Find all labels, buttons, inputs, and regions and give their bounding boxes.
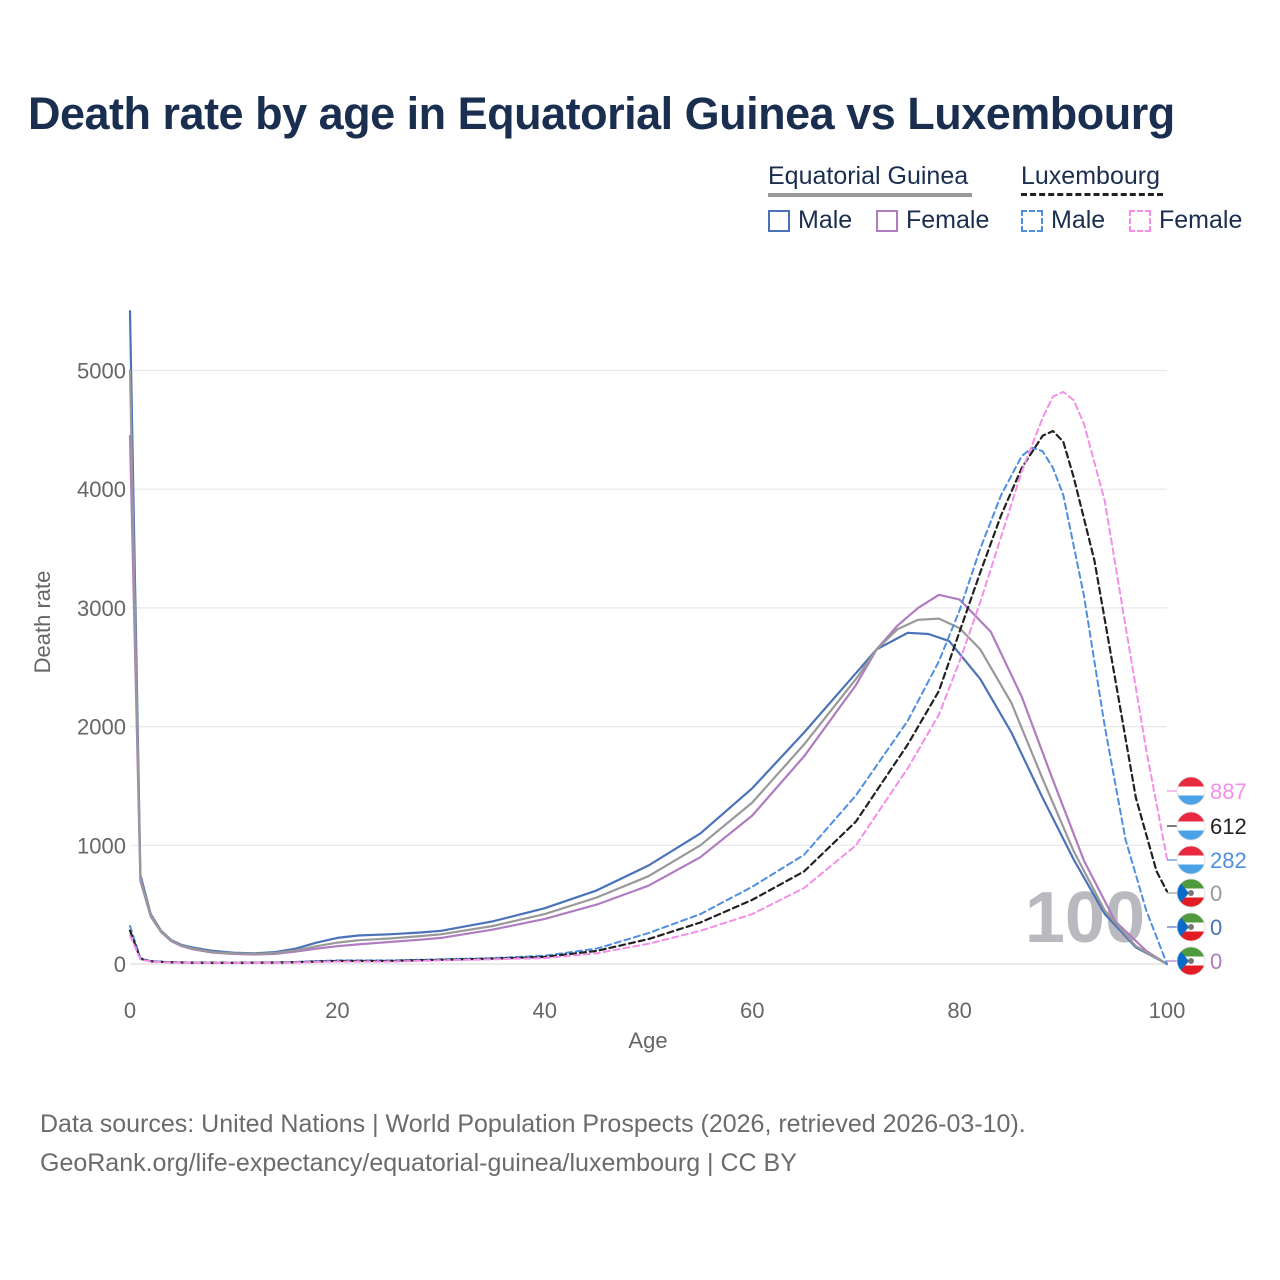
series [128,310,1169,966]
legend-group-label: Equatorial Guinea [768,162,969,190]
chart-title: Death rate by age in Equatorial Guinea v… [28,88,1175,139]
legend-swatch-icon [1021,209,1043,232]
legend-group-equatorial-guinea[interactable]: Equatorial Guinea [768,162,972,197]
x-tick-label: 0 [124,998,136,1023]
legend-group-line [1021,193,1163,196]
legend-swatch-icon [1129,209,1151,232]
end-label-value: 887 [1210,779,1247,804]
legend-item-lu-female[interactable]: Female [1129,206,1242,235]
end-label-value: 0 [1210,881,1222,906]
legend-group-luxembourg[interactable]: Luxembourg [1021,162,1163,196]
end-label-value: 0 [1210,949,1222,974]
luxembourg-flag-icon [1176,776,1206,806]
grid [130,369,1167,965]
footer-link[interactable]: GeoRank.org/life-expectancy/equatorial-g… [40,1149,797,1177]
series-line [128,429,1169,964]
x-tick-label: 60 [740,998,764,1023]
x-tick-label: 40 [533,998,557,1023]
year-watermark: 100 [1025,878,1145,958]
equatorial-guinea-flag-icon [1176,878,1206,908]
y-tick-label: 3000 [77,596,126,621]
x-tick-label: 20 [325,998,349,1023]
end-label-value: 612 [1210,814,1247,839]
legend-item-eg-male[interactable]: Male [768,206,852,235]
legend-item-label: Male [798,206,853,234]
x-tick-label: 100 [1149,998,1186,1023]
equatorial-guinea-flag-icon [1176,946,1206,976]
legend: Equatorial Guinea Luxembourg Male Female… [0,160,1280,250]
luxembourg-flag-icon [1176,811,1206,841]
legend-item-eg-female[interactable]: Female [876,206,989,235]
legend-group-label: Luxembourg [1021,162,1160,190]
footer-sources: Data sources: United Nations | World Pop… [40,1110,1026,1138]
y-tick-label: 0 [114,952,126,977]
luxembourg-flag-icon [1176,845,1206,875]
y-tick-label: 1000 [77,833,126,858]
end-labels: 887 612 282 0 0 0 [1167,776,1247,976]
end-label-value: 282 [1210,848,1247,873]
x-axis-label: Age [628,1028,667,1053]
legend-group-line [768,193,972,197]
series-line [128,369,1169,966]
end-label-value: 0 [1210,915,1222,940]
y-axis-label: Death rate [30,571,55,674]
legend-item-label: Female [1159,206,1243,234]
legend-swatch-icon [876,209,898,232]
legend-swatch-icon [768,209,790,232]
legend-item-label: Male [1051,206,1106,234]
series-line [128,434,1169,966]
legend-item-lu-male[interactable]: Male [1021,206,1105,235]
footer: Data sources: United Nations | World Pop… [40,1105,1026,1183]
series-line [129,390,1168,964]
x-tick-label: 80 [947,998,971,1023]
series-line [128,310,1169,966]
y-tick-label: 4000 [77,477,126,502]
legend-item-label: Female [906,206,990,234]
axes: 0 1000 2000 3000 4000 5000 0 20 40 60 80 100 [77,359,1185,1024]
equatorial-guinea-flag-icon [1176,912,1206,942]
y-tick-label: 5000 [77,359,126,384]
y-tick-label: 2000 [77,715,126,740]
